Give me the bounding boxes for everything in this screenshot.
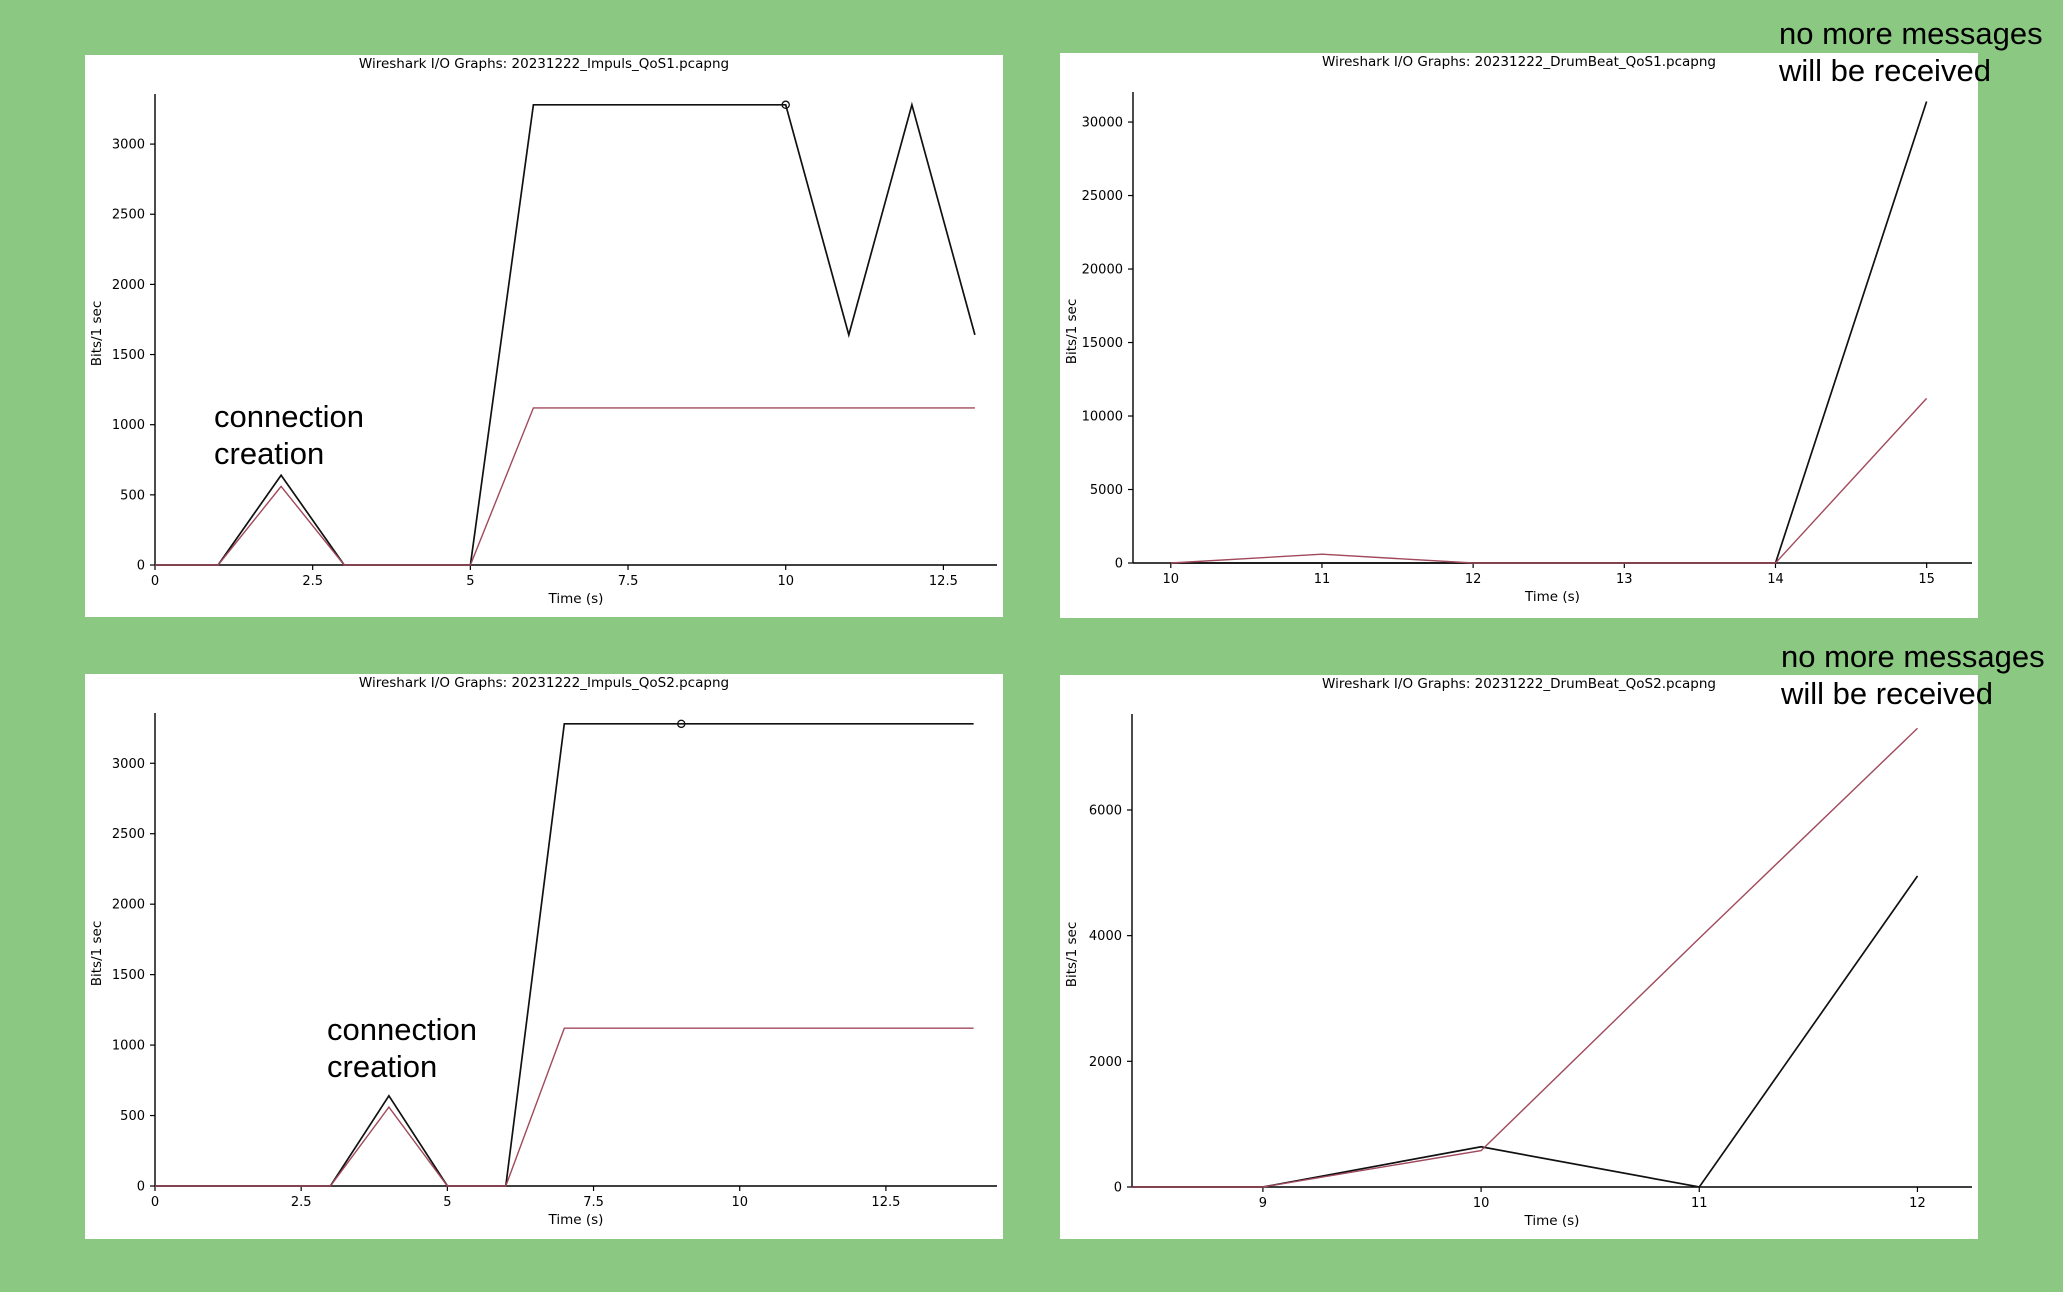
- chart-title: Wireshark I/O Graphs: 20231222_Impuls_Qo…: [359, 675, 729, 691]
- y-tick-label: 0: [137, 559, 145, 574]
- y-tick-label: 1000: [112, 1039, 145, 1054]
- y-tick-label: 6000: [1089, 803, 1122, 818]
- y-tick-label: 4000: [1089, 929, 1122, 944]
- y-axis-label: Bits/1 sec: [89, 301, 105, 367]
- annotation-line: creation: [214, 436, 325, 471]
- series-line: [1170, 101, 1928, 564]
- x-tick-label: 12: [1465, 572, 1482, 587]
- io-graph-drumbeat-qos1: Wireshark I/O Graphs: 20231222_DrumBeat_…: [1060, 53, 1978, 618]
- chart-title: Wireshark I/O Graphs: 20231222_DrumBeat_…: [1322, 54, 1716, 70]
- y-tick-label: 10000: [1082, 410, 1123, 425]
- y-tick-label: 0: [137, 1180, 145, 1195]
- x-tick-label: 5: [466, 574, 474, 589]
- annotation-line: connection: [214, 399, 364, 434]
- x-tick-label: 0: [151, 574, 159, 589]
- x-axis-label: Time (s): [548, 591, 604, 607]
- series-line: [155, 101, 976, 566]
- y-tick-label: 3000: [112, 138, 145, 153]
- series-line: [1132, 875, 1919, 1188]
- y-tick-label: 500: [120, 488, 145, 503]
- y-tick-label: 0: [1114, 1181, 1122, 1196]
- x-tick-label: 12: [1909, 1196, 1926, 1211]
- x-tick-label: 2.5: [302, 574, 323, 589]
- chart-svg: Wireshark I/O Graphs: 20231222_Impuls_Qo…: [89, 56, 997, 607]
- series-line: [155, 407, 975, 566]
- y-axis-label: Bits/1 sec: [89, 921, 105, 987]
- x-tick-label: 11: [1314, 572, 1331, 587]
- y-tick-label: 20000: [1082, 263, 1123, 278]
- io-graph-impuls-qos2: Wireshark I/O Graphs: 20231222_Impuls_Qo…: [85, 674, 1003, 1239]
- annotation-line: will be received: [1781, 676, 1993, 711]
- x-axis-label: Time (s): [1524, 589, 1580, 605]
- annotation-no-more-messages: no more messages will be received: [1781, 638, 2045, 712]
- y-tick-label: 15000: [1082, 336, 1123, 351]
- y-tick-label: 25000: [1082, 189, 1123, 204]
- y-axis-label: Bits/1 sec: [1064, 922, 1080, 988]
- x-tick-label: 5: [443, 1195, 451, 1210]
- io-graph-impuls-qos1: Wireshark I/O Graphs: 20231222_Impuls_Qo…: [85, 55, 1003, 617]
- x-tick-label: 15: [1918, 572, 1935, 587]
- chart-title: Wireshark I/O Graphs: 20231222_DrumBeat_…: [1322, 676, 1716, 692]
- x-tick-label: 7.5: [618, 574, 639, 589]
- x-tick-label: 10: [1163, 572, 1180, 587]
- annotation-line: will be received: [1779, 53, 1991, 88]
- annotation-line: no more messages: [1779, 16, 2043, 51]
- series-line: [155, 722, 974, 1187]
- x-tick-label: 0: [151, 1195, 159, 1210]
- chart-svg: Wireshark I/O Graphs: 20231222_DrumBeat_…: [1064, 676, 1972, 1229]
- annotation-line: no more messages: [1781, 639, 2045, 674]
- y-tick-label: 2500: [112, 827, 145, 842]
- annotation-no-more-messages: no more messages will be received: [1779, 15, 2043, 89]
- data-point-marker: [781, 100, 790, 110]
- chart-svg: Wireshark I/O Graphs: 20231222_DrumBeat_…: [1064, 54, 1972, 605]
- y-tick-label: 1500: [112, 348, 145, 363]
- y-tick-label: 500: [120, 1109, 145, 1124]
- y-tick-label: 2000: [112, 278, 145, 293]
- series-line: [155, 1027, 974, 1187]
- annotation-connection-creation: connection creation: [327, 1011, 477, 1085]
- y-tick-label: 2000: [112, 898, 145, 913]
- y-tick-label: 5000: [1090, 483, 1123, 498]
- annotation-line: connection: [327, 1012, 477, 1047]
- y-tick-label: 2500: [112, 208, 145, 223]
- x-tick-label: 12.5: [929, 574, 958, 589]
- annotation-connection-creation: connection creation: [214, 398, 364, 472]
- data-point-marker: [677, 719, 686, 729]
- x-tick-label: 10: [731, 1195, 748, 1210]
- y-tick-label: 30000: [1082, 116, 1123, 131]
- x-tick-label: 10: [1473, 1196, 1490, 1211]
- series-line: [1132, 727, 1918, 1188]
- y-tick-label: 2000: [1089, 1055, 1122, 1070]
- y-tick-label: 1500: [112, 968, 145, 983]
- y-tick-label: 3000: [112, 757, 145, 772]
- io-graph-drumbeat-qos2: Wireshark I/O Graphs: 20231222_DrumBeat_…: [1060, 675, 1978, 1239]
- x-tick-label: 11: [1691, 1196, 1708, 1211]
- x-tick-label: 14: [1767, 572, 1784, 587]
- chart-svg: Wireshark I/O Graphs: 20231222_Impuls_Qo…: [89, 675, 997, 1228]
- x-tick-label: 2.5: [291, 1195, 312, 1210]
- x-tick-label: 7.5: [583, 1195, 604, 1210]
- series-line: [1170, 397, 1928, 564]
- y-tick-label: 1000: [112, 418, 145, 433]
- chart-title: Wireshark I/O Graphs: 20231222_Impuls_Qo…: [359, 56, 729, 72]
- x-tick-label: 10: [777, 574, 794, 589]
- y-axis-label: Bits/1 sec: [1064, 299, 1080, 365]
- x-axis-label: Time (s): [548, 1212, 604, 1228]
- x-tick-label: 9: [1259, 1196, 1267, 1211]
- x-tick-label: 13: [1616, 572, 1633, 587]
- x-axis-label: Time (s): [1524, 1213, 1580, 1229]
- annotation-line: creation: [327, 1049, 438, 1084]
- y-tick-label: 0: [1115, 557, 1123, 572]
- x-tick-label: 12.5: [871, 1195, 900, 1210]
